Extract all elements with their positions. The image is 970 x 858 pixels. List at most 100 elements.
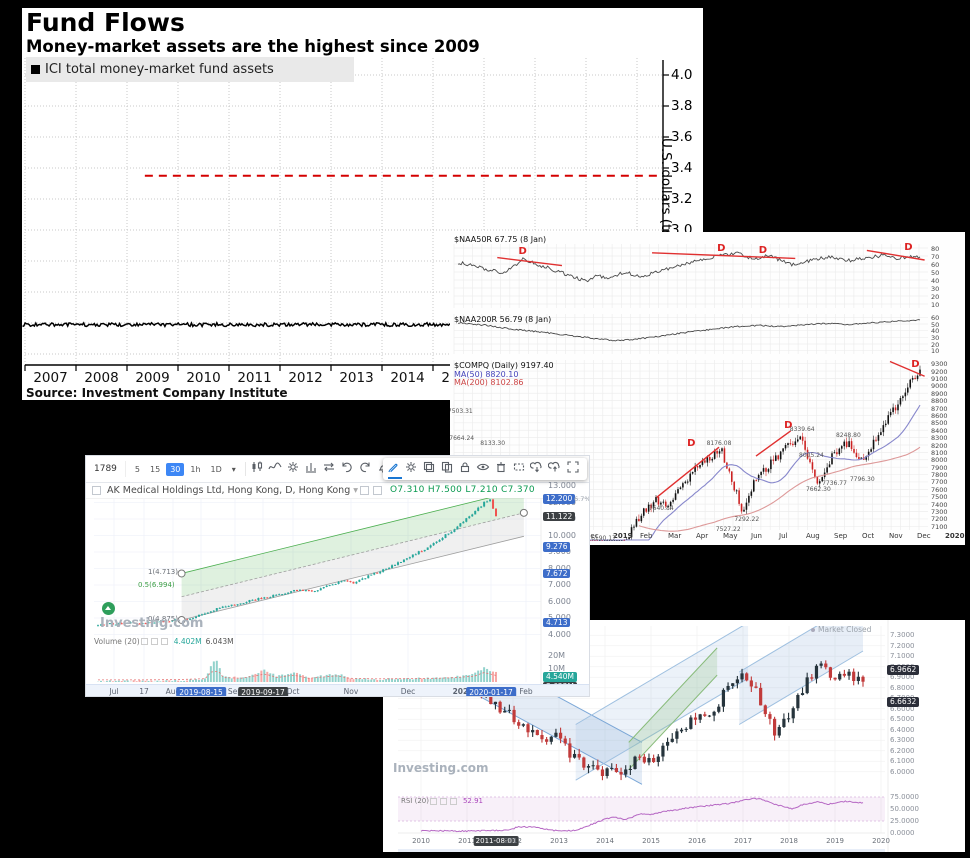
sc-y-tick-label: 60 <box>931 313 940 322</box>
redo-icon[interactable] <box>358 460 376 478</box>
fx-x-tick-label: 2010 <box>412 837 430 845</box>
fx-x-tick-label: 2014 <box>596 837 614 845</box>
price-annotation: 8339.64 <box>789 425 815 433</box>
symbol-title-row: AK Medical Holdings Ltd, Hong Kong, D, H… <box>86 482 589 499</box>
legend-marker-icon <box>31 65 40 74</box>
timeframe-dropdown-icon[interactable]: ▾ <box>231 464 236 474</box>
settings-square-icon[interactable] <box>360 485 370 495</box>
copy-icon[interactable] <box>440 460 458 478</box>
distribution-d-mark: D <box>518 246 527 258</box>
legend-label: ICI total money-market fund assets <box>45 62 274 77</box>
volume-badge: 4.540M <box>543 672 577 682</box>
indicator-settings-icon[interactable] <box>141 638 149 645</box>
rsi-indicator-row[interactable]: RSI (20) 52.91 <box>401 797 483 805</box>
distribution-d-mark: D <box>758 244 768 256</box>
bars-icon[interactable] <box>304 460 322 478</box>
ak-x-tick-label: Oct <box>286 687 300 696</box>
eye-icon[interactable] <box>476 460 494 478</box>
ak-x-axis[interactable]: Jul 17 Aug 2019-08-15 Sep 2019-09-17 Oct Nov Dec… <box>86 684 589 696</box>
expand-icon[interactable] <box>566 460 584 478</box>
distribution-d-mark: D <box>717 243 726 254</box>
fib-level-05-label: 0.5(6.994) <box>138 581 175 590</box>
layers-icon[interactable] <box>422 460 440 478</box>
y-tick-label: 3.8 <box>671 98 693 114</box>
price-annotation: 7640.84 <box>648 504 674 512</box>
wave-icon[interactable] <box>268 460 286 478</box>
timeframe-30[interactable]: 30 <box>166 462 185 476</box>
sc-x-tick-label: Nov <box>889 532 903 540</box>
indicator-settings-icon[interactable] <box>430 797 438 805</box>
fx-y-tick-label: 6.3000 <box>890 736 915 745</box>
volume-indicator-row[interactable]: Volume (20) 4.402M 6.043M <box>94 637 234 646</box>
fx-y-tick-label: 7.1000 <box>890 652 915 661</box>
collapse-icon[interactable] <box>92 485 101 495</box>
ak-y-tick-label: 8.000 <box>548 564 571 573</box>
price-annotation: 7527.22 <box>715 526 741 534</box>
sc-x-tick-label: Apr <box>696 532 709 540</box>
timeframe-5[interactable]: 5 <box>134 464 140 474</box>
fx-y-tick-label: 6.8000 <box>890 683 915 692</box>
volume-average-value: 6.043M <box>205 637 234 646</box>
rsi-label: RSI (20) <box>401 797 429 805</box>
date-badge[interactable]: 2020-01-17 <box>466 687 516 696</box>
ak-x-tick-label: Aug <box>165 687 181 696</box>
price-badge: 12.200 <box>543 494 576 504</box>
nasdaq-breadth-chart[interactable] <box>450 232 965 545</box>
ticker-input[interactable]: 1789 <box>86 461 126 477</box>
cloud-down-icon[interactable] <box>530 460 548 478</box>
fx-x-tick-label: 2012 <box>504 837 522 845</box>
ak-candlestick-chart[interactable] <box>86 498 590 697</box>
eye-square-icon[interactable] <box>373 485 383 495</box>
gear-icon[interactable] <box>286 460 304 478</box>
indicator-eye-icon[interactable] <box>151 638 159 645</box>
sc-x-tick-label: 2019 <box>613 532 633 540</box>
pencil-icon[interactable] <box>386 460 404 479</box>
fx-candlestick-chart[interactable] <box>383 620 965 852</box>
price-annotation: 8248.80 <box>835 432 861 440</box>
rect-icon[interactable] <box>512 460 530 478</box>
sc-y-tick-label: 8000 <box>931 456 948 465</box>
lock-icon[interactable] <box>458 460 476 478</box>
fx-rsi-tick-label: 25.0000 <box>890 817 919 825</box>
chart-toolbar: 1789 5 15 30 1h 1D ▾ <box>86 456 589 483</box>
sc-y-tick-label: 7100 <box>931 522 948 531</box>
sc-y-tick-label: 8600 <box>931 411 948 420</box>
timeframe-1D[interactable]: 1D <box>210 464 222 474</box>
x-tick-label: 2008 <box>84 370 119 386</box>
sc-y-tick-label: 7400 <box>931 500 948 509</box>
date-badge[interactable]: 2019-08-15 <box>176 687 226 696</box>
indicator-close-icon[interactable] <box>161 638 169 645</box>
investing-ak-medical-panel: 1789 5 15 30 1h 1D ▾ AK Medical Holdings Ltd,… <box>85 455 590 697</box>
undo-icon[interactable] <box>340 460 358 478</box>
volume-label: Volume (20) <box>94 637 140 646</box>
symbol-title: AK Medical Holdings Ltd, Hong Kong, D, H… <box>107 484 351 496</box>
sc-y-tick-label: 8300 <box>931 434 948 443</box>
ak-x-tick-label: Jul <box>109 687 119 696</box>
trash-icon[interactable] <box>494 460 512 478</box>
timeframe-1h[interactable]: 1h <box>190 464 201 474</box>
candles-icon[interactable] <box>250 460 268 478</box>
compare-icon[interactable] <box>322 460 340 478</box>
fx-x-tick-label: 2013 <box>550 837 568 845</box>
dropdown-caret-icon[interactable]: ▾ <box>353 484 359 496</box>
chart-subtitle: Money-market assets are the highest sinc… <box>26 37 480 56</box>
bloomberg-fund-flows-panel: Fund Flows Money-market assets are the h… <box>22 8 703 400</box>
indicator-eye-icon[interactable] <box>440 797 448 805</box>
date-badge: 2011-08-01 <box>473 836 519 846</box>
fx-x-tick-label: 2018 <box>780 837 798 845</box>
indicator-close-icon[interactable] <box>450 797 458 805</box>
fx-rsi-tick-label: 50.0000 <box>890 805 919 813</box>
panel-label-naa200r: $NAA200R 56.79 (8 Jan) <box>454 315 552 324</box>
x-tick-label: 2013 <box>339 370 374 386</box>
sc-x-tick-label: Feb <box>640 532 653 540</box>
timeframe-15[interactable]: 15 <box>150 464 161 474</box>
date-badge[interactable]: 2019-09-17 <box>238 687 288 696</box>
drawing-toolbar-icons <box>386 460 584 479</box>
sc-x-tick-label: Jul <box>779 532 788 540</box>
price-annotation: 7503.31 <box>450 408 473 415</box>
cloud-up-icon[interactable] <box>548 460 566 478</box>
fx-x-tick-label: 2015 <box>642 837 660 845</box>
sc-y-tick-label: 7900 <box>931 463 948 472</box>
fx-y-tick-label: 6.0000 <box>890 767 915 776</box>
gear-icon[interactable] <box>404 460 422 478</box>
